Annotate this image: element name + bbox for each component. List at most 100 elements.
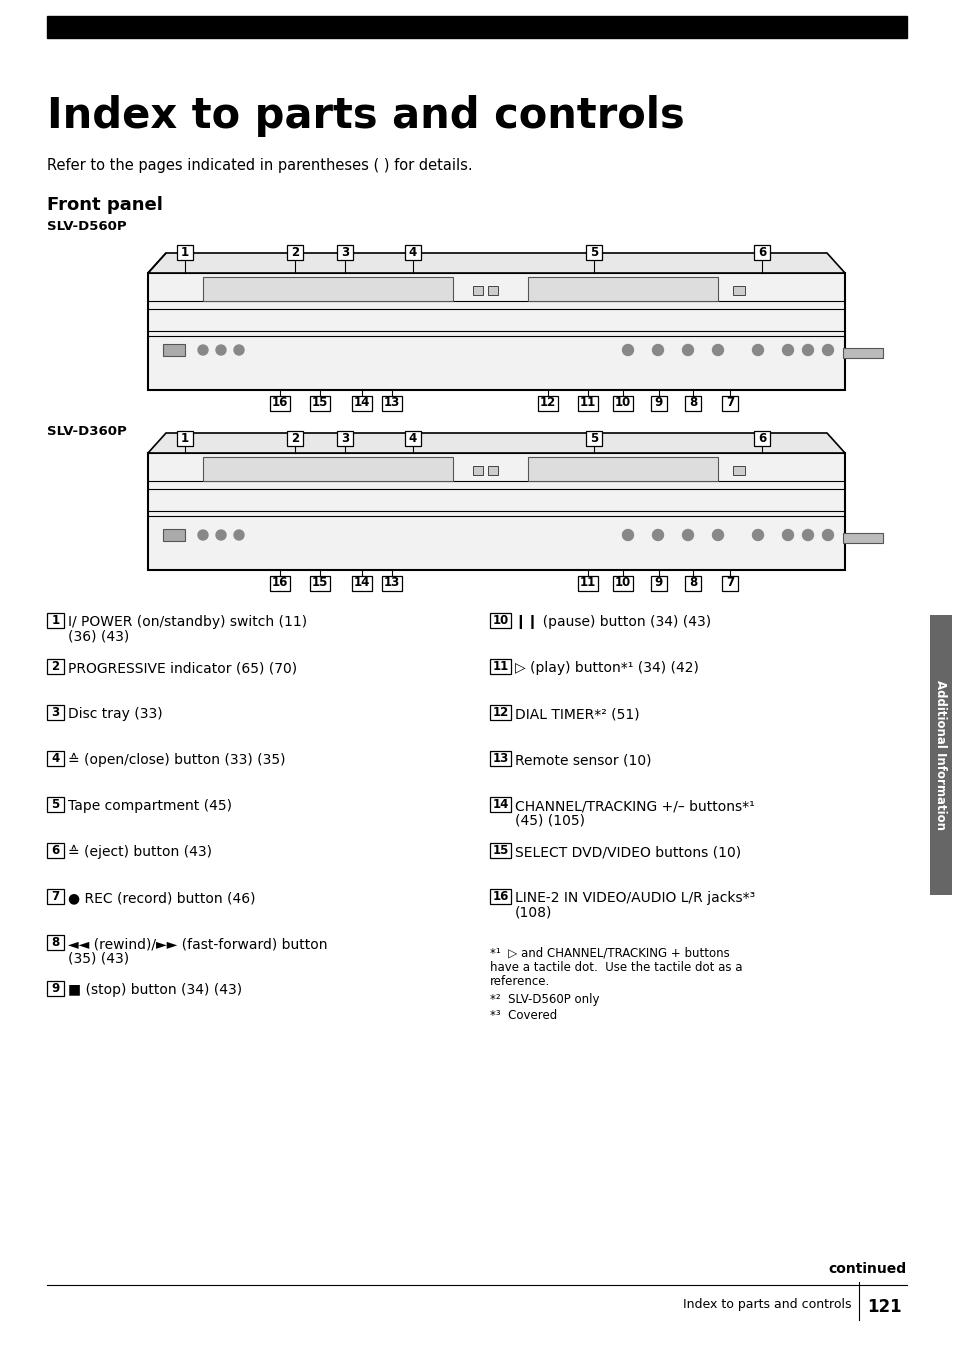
Bar (381, 576, 401, 591)
Text: 5: 5 (51, 798, 59, 811)
Text: 9: 9 (654, 396, 662, 410)
Text: 16: 16 (272, 576, 288, 589)
Bar (842, 533, 882, 544)
Text: 11: 11 (579, 396, 596, 410)
Text: 10: 10 (615, 576, 631, 589)
Circle shape (233, 345, 244, 356)
Bar (47, 704, 64, 721)
Text: Index to parts and controls: Index to parts and controls (47, 95, 684, 137)
Bar (613, 396, 633, 411)
Circle shape (681, 530, 693, 541)
Text: DIAL TIMER*² (51): DIAL TIMER*² (51) (515, 707, 639, 721)
Text: SLV-D560P: SLV-D560P (47, 220, 127, 233)
Bar (490, 658, 511, 675)
Text: (108): (108) (515, 906, 552, 919)
Text: 14: 14 (354, 396, 370, 410)
Text: *¹  ▷ and CHANNEL/TRACKING + buttons: *¹ ▷ and CHANNEL/TRACKING + buttons (490, 946, 729, 960)
Bar (310, 396, 330, 411)
Text: PROGRESSIVE indicator (65) (70): PROGRESSIVE indicator (65) (70) (68, 661, 296, 675)
Text: *³  Covered: *³ Covered (490, 1009, 557, 1022)
Bar (47, 16, 906, 38)
Text: 12: 12 (492, 706, 508, 719)
Text: ≙ (open/close) button (33) (35): ≙ (open/close) button (33) (35) (68, 753, 285, 767)
Text: 8: 8 (688, 576, 697, 589)
Bar (352, 396, 372, 411)
Bar (270, 576, 290, 591)
Bar (527, 457, 718, 481)
Text: LINE-2 IN VIDEO/AUDIO L/R jacks*³: LINE-2 IN VIDEO/AUDIO L/R jacks*³ (515, 891, 755, 904)
Bar (336, 430, 353, 446)
Bar (842, 347, 882, 358)
Bar (488, 466, 497, 475)
Text: SELECT DVD/VIDEO buttons (10): SELECT DVD/VIDEO buttons (10) (515, 845, 740, 859)
Circle shape (712, 530, 722, 541)
Circle shape (781, 530, 793, 541)
Text: 121: 121 (867, 1298, 902, 1315)
Text: 4: 4 (409, 246, 416, 258)
Bar (732, 466, 744, 475)
Bar (721, 576, 738, 591)
Text: Disc tray (33): Disc tray (33) (68, 707, 162, 721)
Bar (163, 529, 185, 541)
Text: 3: 3 (340, 246, 349, 258)
Bar (753, 430, 769, 446)
Bar (578, 396, 598, 411)
Text: ❙❙ (pause) button (34) (43): ❙❙ (pause) button (34) (43) (515, 615, 710, 629)
Polygon shape (148, 433, 844, 453)
Text: 7: 7 (725, 576, 733, 589)
Bar (47, 844, 64, 859)
Text: 4: 4 (409, 431, 416, 445)
Circle shape (781, 345, 793, 356)
Text: reference.: reference. (490, 975, 550, 988)
Circle shape (198, 530, 208, 539)
Text: Index to parts and controls: Index to parts and controls (682, 1298, 851, 1311)
Bar (490, 796, 511, 813)
Bar (527, 277, 718, 301)
Circle shape (233, 530, 244, 539)
Text: *²  SLV-D560P only: *² SLV-D560P only (490, 992, 598, 1006)
Bar (721, 396, 738, 411)
Circle shape (752, 345, 762, 356)
Bar (684, 396, 700, 411)
Text: 2: 2 (291, 431, 298, 445)
Text: 9: 9 (51, 982, 59, 995)
Bar (148, 273, 844, 389)
Text: 7: 7 (725, 396, 733, 410)
Text: 6: 6 (757, 431, 765, 445)
Bar (163, 343, 185, 356)
Text: 3: 3 (51, 706, 59, 719)
Text: 13: 13 (383, 576, 399, 589)
Bar (490, 612, 511, 627)
Text: continued: continued (828, 1261, 906, 1276)
Text: ■ (stop) button (34) (43): ■ (stop) button (34) (43) (68, 983, 242, 996)
Bar (336, 245, 353, 260)
Text: 13: 13 (492, 752, 508, 765)
Text: 14: 14 (492, 798, 508, 811)
Bar (490, 750, 511, 767)
Bar (270, 396, 290, 411)
Bar (585, 245, 601, 260)
Bar (47, 982, 64, 996)
Text: 16: 16 (492, 890, 508, 903)
Text: 4: 4 (51, 752, 59, 765)
Bar (177, 430, 193, 446)
Bar (203, 277, 453, 301)
Text: 10: 10 (615, 396, 631, 410)
Text: (35) (43): (35) (43) (68, 952, 129, 965)
Text: 9: 9 (654, 576, 662, 589)
Text: 5: 5 (589, 431, 598, 445)
Text: 1: 1 (181, 431, 189, 445)
Bar (490, 890, 511, 904)
Text: CHANNEL/TRACKING +/– buttons*¹: CHANNEL/TRACKING +/– buttons*¹ (515, 799, 754, 813)
Circle shape (652, 345, 662, 356)
Text: 6: 6 (51, 844, 59, 857)
Bar (585, 430, 601, 446)
Bar (47, 796, 64, 813)
Text: 11: 11 (579, 576, 596, 589)
Text: have a tactile dot.  Use the tactile dot as a: have a tactile dot. Use the tactile dot … (490, 961, 741, 973)
Bar (578, 576, 598, 591)
Circle shape (622, 530, 633, 541)
Circle shape (801, 530, 813, 541)
Text: 15: 15 (312, 576, 328, 589)
Text: I/ POWER (on/standby) switch (11): I/ POWER (on/standby) switch (11) (68, 615, 307, 629)
